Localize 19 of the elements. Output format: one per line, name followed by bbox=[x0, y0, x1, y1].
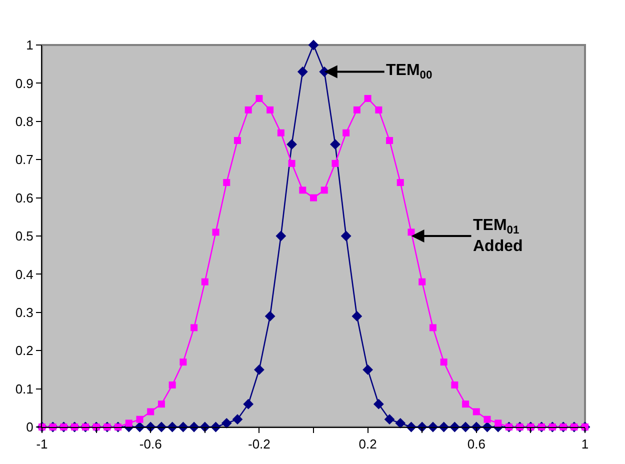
y-tick-label: 0.1 bbox=[15, 381, 34, 396]
annotation: TEM$_{00}$ bbox=[386, 62, 432, 82]
y-tick-label: 1 bbox=[26, 38, 34, 53]
annotation: TEM$_{01}$ Added bbox=[473, 217, 523, 255]
y-tick-label: 0.8 bbox=[15, 114, 34, 129]
x-tick-label: -0.6 bbox=[139, 436, 162, 452]
x-tick-label: 0.2 bbox=[358, 436, 377, 452]
y-tick-label: 0 bbox=[26, 420, 34, 435]
y-tick-label: 0.9 bbox=[15, 76, 34, 91]
y-tick-label: 0.6 bbox=[15, 190, 34, 206]
y-tick-label: 0.3 bbox=[15, 304, 34, 320]
y-tick-label: 0.4 bbox=[15, 266, 34, 282]
x-tick-label: 1 bbox=[581, 436, 589, 452]
x-tick-label: 0.6 bbox=[467, 436, 486, 452]
y-tick-label: 0.5 bbox=[15, 228, 34, 244]
x-tick-label: -1 bbox=[36, 436, 48, 452]
y-tick-label: 0.2 bbox=[15, 343, 34, 358]
x-tick-label: -0.2 bbox=[248, 436, 270, 452]
y-tick-label: 0.7 bbox=[15, 152, 34, 168]
